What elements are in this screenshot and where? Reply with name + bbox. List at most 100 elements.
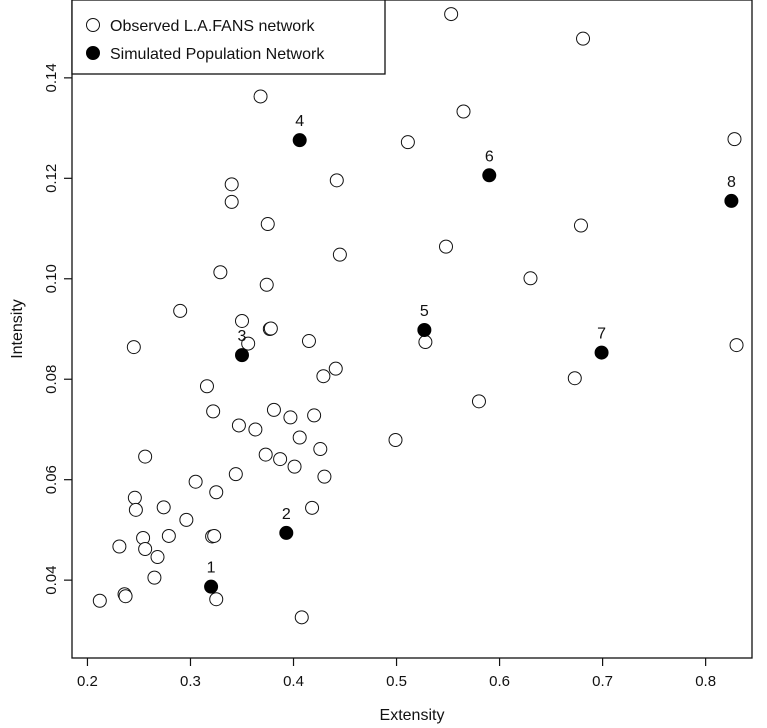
observed-point: [471, 394, 486, 409]
observed-point: [92, 593, 107, 608]
observed-point: [573, 218, 588, 233]
observed-point: [199, 379, 214, 394]
x-tick-label: 0.6: [489, 673, 510, 690]
simulated-point-label: 5: [420, 303, 429, 320]
plot-frame: [71, 0, 753, 659]
observed-point: [213, 265, 228, 280]
observed-point: [301, 334, 316, 349]
simulated-point: [724, 193, 739, 208]
simulated-series: 1 2 3 4 5 6 7 8: [204, 113, 739, 594]
legend: Observed L.A.FANS network Simulated Popu…: [71, 0, 386, 75]
legend-entry-simulated: Simulated Population Network: [110, 46, 325, 63]
simulated-point-label: 3: [238, 328, 247, 345]
observed-point: [127, 490, 142, 505]
simulated-point: [235, 348, 249, 363]
observed-point: [118, 589, 133, 604]
observed-point: [188, 474, 203, 489]
simulated-point: [279, 525, 294, 540]
observed-point: [287, 459, 302, 474]
simulated-point-label: 2: [282, 506, 291, 523]
observed-point: [292, 430, 307, 445]
simulated-point: [482, 168, 497, 183]
y-tick-label: 0.08: [43, 365, 60, 394]
observed-point: [224, 194, 239, 209]
observed-point: [209, 592, 224, 607]
observed-point: [235, 313, 249, 328]
observed-point: [147, 570, 162, 585]
observed-point: [266, 402, 281, 417]
observed-point: [329, 173, 344, 188]
observed-point: [253, 89, 268, 104]
observed-point: [444, 7, 459, 22]
observed-point: [260, 217, 275, 232]
observed-point: [332, 247, 347, 262]
observed-point: [128, 502, 143, 517]
x-tick-label: 0.4: [283, 673, 304, 690]
observed-point: [283, 410, 298, 425]
observed-point: [224, 177, 239, 192]
observed-point: [206, 404, 221, 419]
observed-point: [126, 340, 141, 355]
observed-point: [207, 528, 222, 543]
observed-point: [313, 442, 328, 457]
observed-point: [258, 447, 273, 462]
observed-point: [173, 303, 188, 318]
simulated-point-label: 7: [597, 326, 606, 343]
observed-point: [576, 31, 591, 46]
observed-point: [294, 610, 309, 625]
simulated-point: [417, 323, 432, 338]
observed-point: [456, 104, 471, 119]
simulated-point-label: 8: [727, 174, 736, 191]
y-axis-title: Intensity: [9, 299, 26, 359]
observed-point: [179, 512, 194, 527]
observed-series: [92, 7, 744, 625]
observed-point: [150, 550, 165, 565]
observed-point: [156, 500, 171, 515]
x-axis-title: Extensity: [380, 707, 445, 724]
observed-point: [228, 467, 243, 482]
observed-point: [259, 277, 274, 292]
observed-point: [305, 500, 320, 515]
observed-point: [138, 542, 153, 557]
legend-box: [71, 0, 386, 75]
y-tick-label: 0.10: [43, 264, 60, 293]
x-tick-label: 0.2: [77, 673, 98, 690]
simulated-point-label: 1: [207, 560, 216, 577]
x-tick-label: 0.7: [592, 673, 613, 690]
observed-point: [418, 335, 433, 350]
observed-point: [567, 371, 582, 386]
observed-point: [248, 422, 263, 437]
observed-point: [231, 418, 246, 433]
observed-point: [328, 361, 343, 376]
y-tick-label: 0.06: [43, 465, 60, 494]
observed-point: [439, 239, 453, 254]
observed-point: [263, 321, 278, 336]
simulated-point-label: 4: [295, 113, 304, 130]
observed-point: [138, 449, 153, 464]
observed-point: [727, 132, 742, 147]
observed-point: [112, 539, 127, 554]
simulated-point: [204, 579, 219, 594]
legend-open-circle-marker: [86, 18, 100, 32]
observed-point: [161, 528, 176, 543]
y-axis: 0.04 0.06 0.08 0.10 0.12 0.14: [43, 63, 72, 595]
simulated-point: [292, 133, 307, 148]
simulated-point: [594, 345, 609, 360]
x-axis: 0.2 0.3 0.4 0.5 0.6 0.7 0.8: [77, 658, 716, 690]
observed-point: [729, 338, 744, 353]
x-tick-label: 0.3: [180, 673, 201, 690]
legend-entry-observed: Observed L.A.FANS network: [110, 18, 316, 35]
observed-point: [307, 408, 322, 423]
observed-point: [388, 433, 403, 448]
observed-point: [241, 336, 256, 351]
observed-point: [273, 452, 288, 467]
simulated-point-label: 6: [485, 148, 494, 165]
observed-point: [316, 369, 331, 384]
observed-point: [523, 271, 538, 286]
y-tick-label: 0.12: [43, 164, 60, 193]
observed-point: [400, 135, 415, 150]
y-tick-label: 0.14: [43, 63, 60, 92]
x-tick-label: 0.5: [386, 673, 407, 690]
observed-point: [209, 485, 224, 500]
